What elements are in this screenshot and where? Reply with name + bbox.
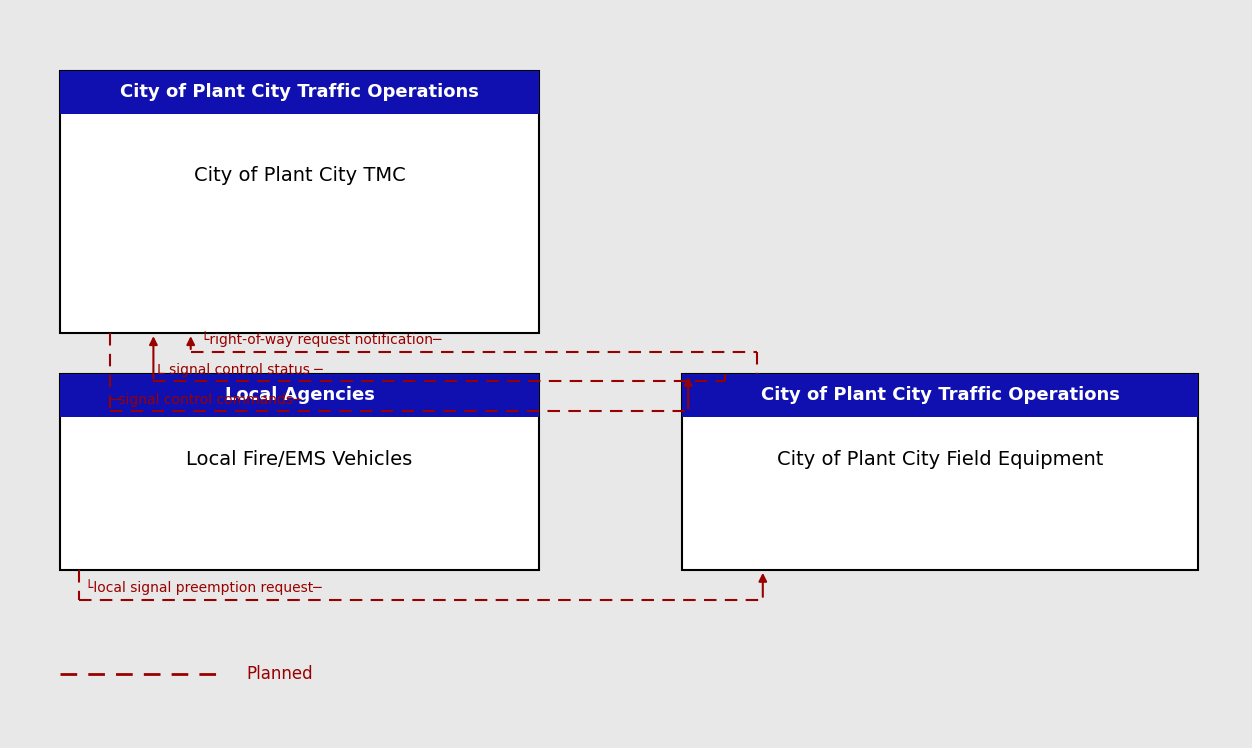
- Bar: [60, 71, 538, 334]
- Text: City of Plant City Traffic Operations: City of Plant City Traffic Operations: [760, 387, 1119, 405]
- Bar: [682, 374, 1198, 417]
- Bar: [60, 374, 538, 417]
- Bar: [682, 374, 1198, 570]
- Text: Planned: Planned: [247, 664, 313, 683]
- Text: City of Plant City Field Equipment: City of Plant City Field Equipment: [776, 450, 1103, 469]
- Text: L signal control status ─: L signal control status ─: [158, 363, 323, 377]
- Text: └local signal preemption request─: └local signal preemption request─: [85, 579, 322, 595]
- Text: City of Plant City Traffic Operations: City of Plant City Traffic Operations: [120, 83, 480, 101]
- Text: Local Agencies: Local Agencies: [224, 387, 374, 405]
- Text: ─signal control commands─: ─signal control commands─: [110, 393, 302, 407]
- Text: City of Plant City TMC: City of Plant City TMC: [194, 165, 406, 185]
- Bar: [60, 374, 538, 570]
- Text: Local Fire/EMS Vehicles: Local Fire/EMS Vehicles: [187, 450, 413, 469]
- Text: └right-of-way request notification─: └right-of-way request notification─: [200, 331, 441, 347]
- Bar: [60, 71, 538, 114]
